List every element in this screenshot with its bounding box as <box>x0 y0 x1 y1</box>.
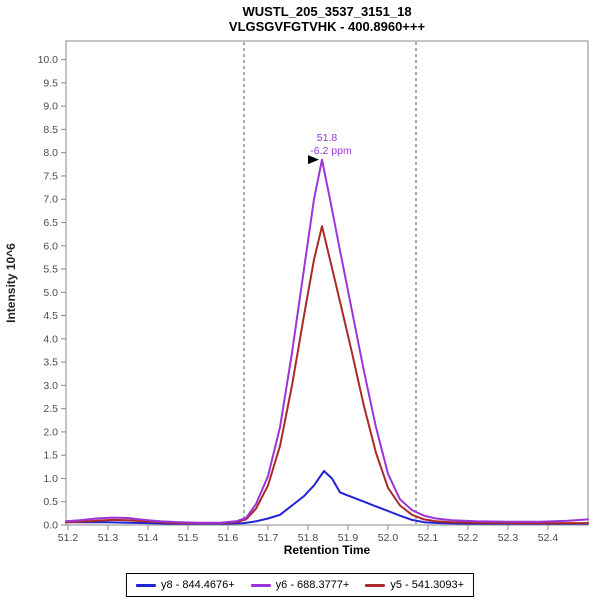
x-tick-label: 52.2 <box>458 532 479 544</box>
legend-label: y8 - 844.4676+ <box>160 579 235 591</box>
x-tick-label: 51.2 <box>58 532 79 544</box>
axis-ticks: 51.2 51.3 51.4 51.5 51.6 51.7 51.8 51.9 52.0 52.1… <box>38 54 559 544</box>
y-tick-label: 4.0 <box>43 333 58 345</box>
y-tick-label: 0.0 <box>43 520 58 532</box>
legend-label: y5 - 541.3093+ <box>390 579 465 591</box>
x-tick-label: 51.8 <box>298 532 319 544</box>
peak-rt-label: 51.8 <box>317 132 338 144</box>
y-tick-label: 9.0 <box>43 101 58 113</box>
x-tick-label: 52.3 <box>498 532 519 544</box>
legend-item: y5 - 541.3093+ <box>365 579 464 591</box>
curve-y5[interactable] <box>65 225 589 525</box>
x-tick-label: 51.4 <box>138 532 159 544</box>
x-tick-label: 51.3 <box>98 532 119 544</box>
y-tick-label: 8.5 <box>43 124 58 136</box>
y-tick-label: 6.0 <box>43 240 58 252</box>
legend: y8 - 844.4676+ y6 - 688.3777+ y5 - 541.309… <box>125 573 475 597</box>
curve-y8[interactable] <box>65 470 589 525</box>
y-tick-label: 2.5 <box>43 403 58 415</box>
x-tick-label: 51.6 <box>218 532 239 544</box>
y-tick-label: 8.0 <box>43 147 58 159</box>
y-tick-label: 1.0 <box>43 473 58 485</box>
legend-item: y6 - 688.3777+ <box>250 579 350 591</box>
y-tick-label: 7.0 <box>43 194 58 206</box>
y-tick-label: 6.5 <box>43 217 58 229</box>
y-tick-label: 9.5 <box>43 77 58 89</box>
x-tick-label: 51.9 <box>338 532 359 544</box>
x-tick-label: 51.7 <box>258 532 279 544</box>
y-tick-label: 3.0 <box>43 380 58 392</box>
legend-line-icon <box>135 583 156 587</box>
legend-line-icon <box>365 583 386 587</box>
y-tick-label: 10.0 <box>38 54 59 66</box>
legend-line-icon <box>250 583 271 587</box>
y-tick-label: 4.5 <box>43 310 58 322</box>
x-tick-label: 51.5 <box>178 532 199 544</box>
y-tick-label: 5.0 <box>43 287 58 299</box>
peak-ppm-label: -6.2 ppm <box>310 145 352 157</box>
y-tick-label: 7.5 <box>43 170 58 182</box>
y-tick-label: 1.5 <box>43 450 58 462</box>
x-axis-title: Retention Time <box>284 543 371 557</box>
peak-annotation <box>308 155 319 165</box>
y-tick-label: 3.5 <box>43 357 58 369</box>
x-tick-label: 52.1 <box>418 532 439 544</box>
x-tick-label: 52.0 <box>378 532 399 544</box>
y-tick-label: 2.0 <box>43 426 58 438</box>
legend-label: y6 - 688.3777+ <box>275 579 350 591</box>
y-tick-label: 0.5 <box>43 496 58 508</box>
chart-title-line2: VLGSGVFGTVHK - 400.8960+++ <box>229 19 426 34</box>
y-axis-title: Intensity 10^6 <box>4 243 18 323</box>
chromatogram-curves[interactable] <box>65 158 589 525</box>
x-tick-label: 52.4 <box>538 532 559 544</box>
chart-title-line1: WUSTL_205_3537_3151_18 <box>242 4 411 19</box>
legend-item: y8 - 844.4676+ <box>135 579 235 591</box>
curve-y6[interactable] <box>65 158 589 524</box>
peak-arrow-icon <box>308 155 319 165</box>
y-tick-label: 5.5 <box>43 264 58 276</box>
plot-frame <box>65 40 589 526</box>
peak-boundary-lines[interactable] <box>243 42 417 524</box>
